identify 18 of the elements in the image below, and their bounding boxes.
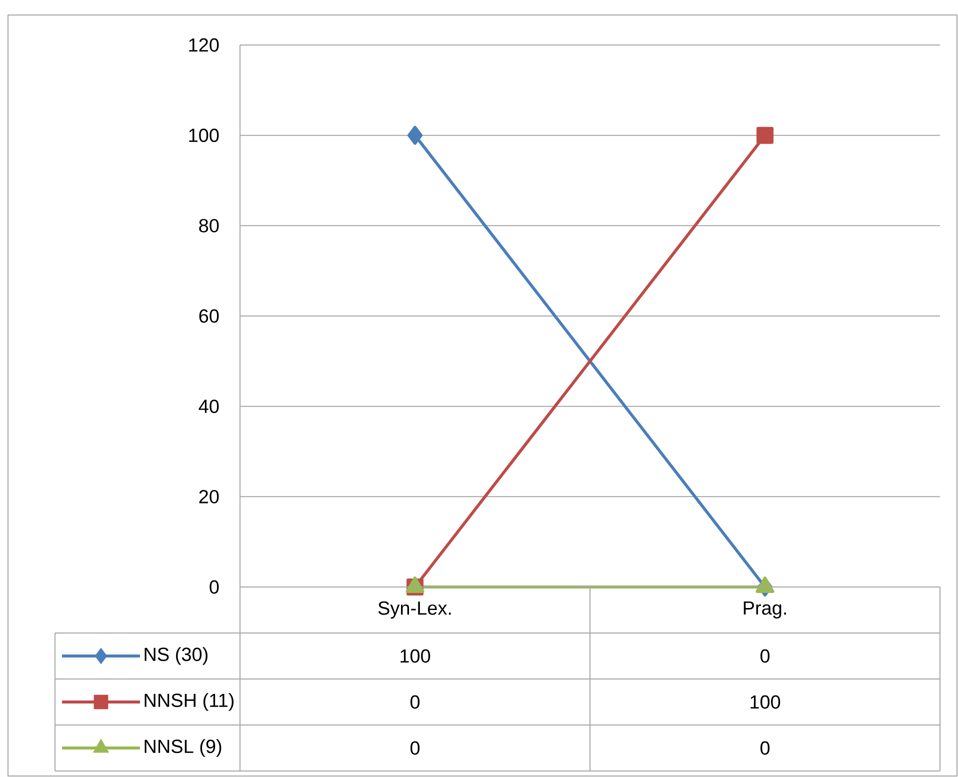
- y-tick-label: 60: [199, 309, 219, 323]
- legend-label: NNSH (11): [144, 693, 234, 711]
- x-tick-label: Syn-Lex.: [378, 601, 451, 619]
- y-tick-label: 0: [210, 580, 219, 594]
- data-label: 0: [410, 695, 420, 709]
- y-tick-label: 40: [198, 400, 219, 414]
- y-tick-label: 80: [199, 218, 219, 232]
- legend-label: NS (30): [144, 647, 208, 665]
- data-label: 100: [750, 695, 780, 709]
- data-label: 100: [400, 649, 430, 663]
- y-tick-label: 100: [189, 128, 219, 142]
- y-tick-label: 20: [199, 490, 219, 504]
- y-tick-label: 120: [189, 38, 219, 52]
- data-label: 0: [760, 741, 770, 755]
- x-tick-label: Prag.: [744, 601, 786, 618]
- legend-label: NNSL (9): [144, 739, 222, 757]
- data-label: 0: [760, 649, 770, 663]
- data-label: 0: [410, 741, 420, 755]
